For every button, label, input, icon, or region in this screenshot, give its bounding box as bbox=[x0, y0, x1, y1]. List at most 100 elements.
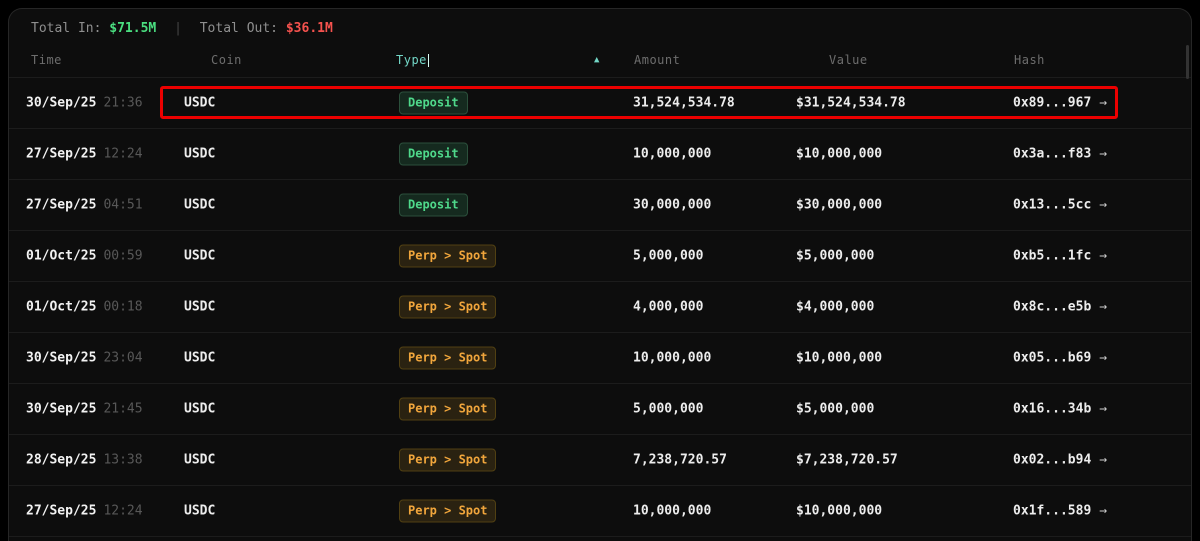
hash-text: 0x16...34b bbox=[1013, 401, 1092, 417]
hash-link[interactable]: 0x3a...f83 → bbox=[1013, 147, 1107, 162]
date-text: 01/Oct/25 bbox=[26, 248, 97, 264]
table-row: 01/Oct/25 00:18 USDC Perp > Spot 4,000,00… bbox=[9, 281, 1191, 332]
time-cell: 27/Sep/25 04:51 bbox=[26, 198, 143, 213]
type-cell: Deposit bbox=[399, 91, 468, 115]
time-cell: 30/Sep/25 21:36 bbox=[26, 96, 143, 111]
scrollbar-thumb[interactable] bbox=[1186, 45, 1189, 79]
total-out-label: Total Out: bbox=[199, 21, 279, 36]
time-text: 23:04 bbox=[103, 350, 143, 366]
hash-link[interactable]: 0x89...967 → bbox=[1013, 96, 1107, 111]
time-text: 21:45 bbox=[103, 401, 143, 417]
type-badge: Deposit bbox=[399, 91, 468, 115]
time-text: 12:24 bbox=[103, 503, 143, 519]
hash-link[interactable]: 0x02...b94 → bbox=[1013, 453, 1107, 468]
amount-cell: 7,238,720.57 bbox=[633, 452, 727, 468]
time-cell: 30/Sep/25 23:04 bbox=[26, 351, 143, 366]
amount-cell: 10,000,000 bbox=[633, 146, 712, 162]
transfers-panel: Total In: $71.5M | Total Out: $36.1M Tim… bbox=[8, 8, 1192, 541]
hash-text: 0x02...b94 bbox=[1013, 452, 1092, 468]
table-row: 27/Sep/25 04:51 USDC Deposit 30,000,000 $… bbox=[9, 179, 1191, 230]
time-cell: 27/Sep/25 12:24 bbox=[26, 147, 143, 162]
value-cell: $31,524,534.78 bbox=[796, 95, 906, 111]
value-cell: $5,000,000 bbox=[796, 248, 875, 264]
amount-cell: 5,000,000 bbox=[633, 401, 704, 417]
hash-link[interactable]: 0x8c...e5b → bbox=[1013, 300, 1107, 315]
time-cell: 01/Oct/25 00:59 bbox=[26, 249, 143, 264]
sort-ascending-icon[interactable]: ▲ bbox=[594, 55, 600, 65]
type-badge: Deposit bbox=[399, 193, 468, 217]
time-cell: 01/Oct/25 00:18 bbox=[26, 300, 143, 315]
amount-cell: 10,000,000 bbox=[633, 350, 712, 366]
hash-text: 0x13...5cc bbox=[1013, 197, 1092, 213]
value-cell: $10,000,000 bbox=[796, 503, 883, 519]
column-header-time[interactable]: Time bbox=[31, 53, 62, 67]
table-row: 28/Sep/25 13:38 USDC Perp > Spot 7,238,72… bbox=[9, 434, 1191, 485]
coin-cell: USDC bbox=[184, 503, 216, 519]
table-row: 30/Sep/25 21:45 USDC Perp > Spot 5,000,00… bbox=[9, 383, 1191, 434]
external-link-arrow-icon: → bbox=[1099, 197, 1108, 213]
column-header-hash[interactable]: Hash bbox=[1014, 53, 1045, 67]
coin-cell: USDC bbox=[184, 350, 216, 366]
hash-text: 0x8c...e5b bbox=[1013, 299, 1092, 315]
table-row: 27/Sep/25 12:24 USDC Perp > Spot 10,000,0… bbox=[9, 485, 1191, 536]
date-text: 30/Sep/25 bbox=[26, 401, 97, 417]
amount-cell: 10,000,000 bbox=[633, 503, 712, 519]
column-header-amount[interactable]: Amount bbox=[634, 53, 681, 67]
type-cell: Perp > Spot bbox=[399, 295, 497, 319]
table-body: 30/Sep/25 21:36 USDC Deposit 31,524,534.7… bbox=[9, 77, 1191, 541]
time-text: 00:18 bbox=[103, 299, 143, 315]
time-cell: 27/Sep/25 12:24 bbox=[26, 504, 143, 519]
type-cell: Perp > Spot bbox=[399, 244, 497, 268]
date-text: 27/Sep/25 bbox=[26, 197, 97, 213]
table-row-partial bbox=[9, 536, 1191, 541]
coin-cell: USDC bbox=[184, 248, 216, 264]
external-link-arrow-icon: → bbox=[1099, 299, 1108, 315]
time-text: 04:51 bbox=[103, 197, 143, 213]
hash-text: 0x89...967 bbox=[1013, 95, 1092, 111]
hash-link[interactable]: 0xb5...1fc → bbox=[1013, 249, 1107, 264]
hash-link[interactable]: 0x05...b69 → bbox=[1013, 351, 1107, 366]
value-cell: $30,000,000 bbox=[796, 197, 883, 213]
type-cell: Perp > Spot bbox=[399, 397, 497, 421]
amount-cell: 4,000,000 bbox=[633, 299, 704, 315]
type-cell: Deposit bbox=[399, 142, 468, 166]
totals-summary-bar: Total In: $71.5M | Total Out: $36.1M bbox=[31, 21, 333, 36]
coin-cell: USDC bbox=[184, 401, 216, 417]
type-badge: Perp > Spot bbox=[399, 346, 497, 370]
table-row: 30/Sep/25 21:36 USDC Deposit 31,524,534.7… bbox=[9, 77, 1191, 128]
time-text: 21:36 bbox=[103, 95, 143, 111]
hash-link[interactable]: 0x13...5cc → bbox=[1013, 198, 1107, 213]
type-cell: Perp > Spot bbox=[399, 346, 497, 370]
column-header-value[interactable]: Value bbox=[829, 53, 868, 67]
hash-link[interactable]: 0x16...34b → bbox=[1013, 402, 1107, 417]
type-badge: Perp > Spot bbox=[399, 397, 497, 421]
amount-cell: 30,000,000 bbox=[633, 197, 712, 213]
table-row: 30/Sep/25 23:04 USDC Perp > Spot 10,000,0… bbox=[9, 332, 1191, 383]
type-cell: Deposit bbox=[399, 193, 468, 217]
value-cell: $10,000,000 bbox=[796, 146, 883, 162]
type-badge: Perp > Spot bbox=[399, 499, 497, 523]
hash-text: 0x3a...f83 bbox=[1013, 146, 1092, 162]
value-cell: $7,238,720.57 bbox=[796, 452, 898, 468]
text-cursor bbox=[427, 54, 429, 67]
hash-text: 0x1f...589 bbox=[1013, 503, 1092, 519]
value-cell: $4,000,000 bbox=[796, 299, 875, 315]
hash-text: 0xb5...1fc bbox=[1013, 248, 1092, 264]
column-header-coin[interactable]: Coin bbox=[211, 53, 242, 67]
date-text: 30/Sep/25 bbox=[26, 350, 97, 366]
summary-divider: | bbox=[174, 21, 182, 36]
date-text: 28/Sep/25 bbox=[26, 452, 97, 468]
time-cell: 28/Sep/25 13:38 bbox=[26, 453, 143, 468]
type-badge: Deposit bbox=[399, 142, 468, 166]
type-cell: Perp > Spot bbox=[399, 499, 497, 523]
time-text: 12:24 bbox=[103, 146, 143, 162]
external-link-arrow-icon: → bbox=[1099, 401, 1108, 417]
type-cell: Perp > Spot bbox=[399, 448, 497, 472]
hash-link[interactable]: 0x1f...589 → bbox=[1013, 504, 1107, 519]
type-badge: Perp > Spot bbox=[399, 448, 497, 472]
date-text: 27/Sep/25 bbox=[26, 146, 97, 162]
external-link-arrow-icon: → bbox=[1099, 503, 1108, 519]
column-header-type[interactable]: Type bbox=[396, 53, 429, 67]
external-link-arrow-icon: → bbox=[1099, 452, 1108, 468]
